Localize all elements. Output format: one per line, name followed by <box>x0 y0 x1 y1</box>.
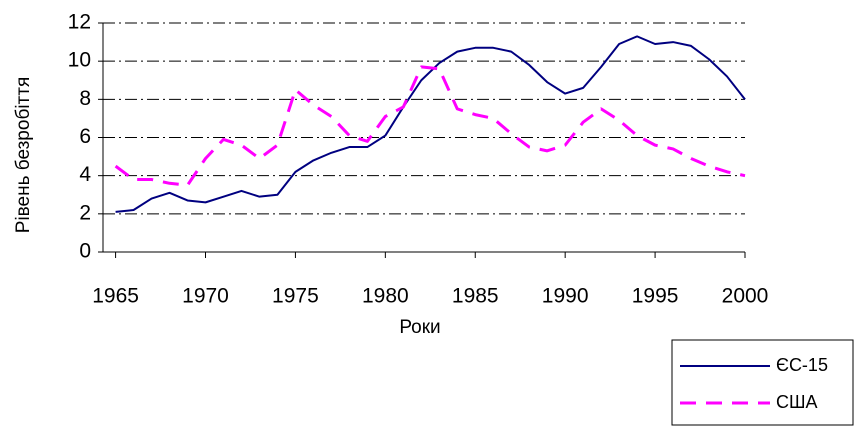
x-tick-label: 1975 <box>272 285 319 308</box>
y-tick-label: 8 <box>79 87 91 110</box>
y-tick-label: 0 <box>79 240 91 263</box>
x-tick-label: 1980 <box>362 285 409 308</box>
series-line <box>115 35 746 213</box>
x-tick-label: 1965 <box>92 285 139 308</box>
x-tick-label: 1995 <box>632 285 679 308</box>
y-tick-label: 12 <box>68 11 91 34</box>
legend-label: ЄС-15 <box>776 355 828 375</box>
x-tick-label: 1970 <box>182 285 229 308</box>
x-axis-title: Роки <box>399 317 440 338</box>
y-tick-label: 10 <box>68 49 91 72</box>
series-line <box>114 65 746 187</box>
x-tick-label: 1985 <box>452 285 499 308</box>
y-tick-label: 6 <box>79 125 91 148</box>
y-tick-label: 4 <box>79 163 91 186</box>
y-axis-title: Рівень безробіття <box>13 77 34 233</box>
x-tick-label: 1990 <box>542 285 589 308</box>
legend-label: США <box>776 392 818 412</box>
legend-box <box>671 339 854 426</box>
x-tick-label: 2000 <box>722 285 769 308</box>
y-tick-label: 2 <box>79 201 91 224</box>
